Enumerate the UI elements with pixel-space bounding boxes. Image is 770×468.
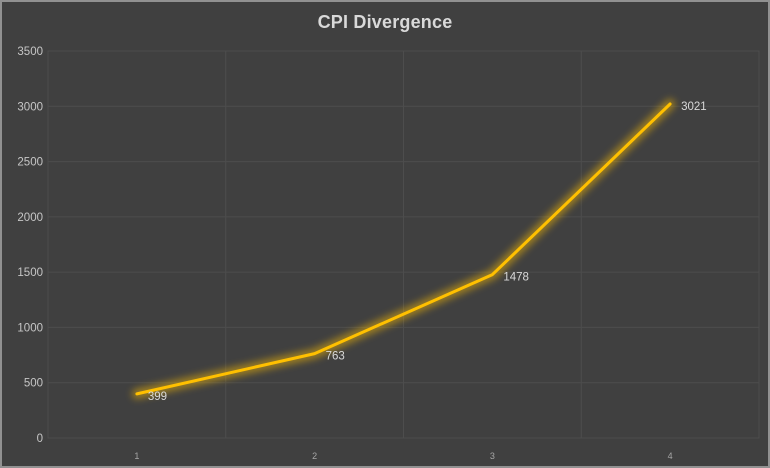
y-tick-label: 0 bbox=[37, 433, 43, 445]
x-tick-label: 1 bbox=[134, 451, 139, 461]
series-line bbox=[135, 102, 672, 396]
y-tick-label: 500 bbox=[24, 378, 43, 390]
data-labels: 399 763 1478 3021 bbox=[148, 101, 707, 403]
data-label: 399 bbox=[148, 391, 167, 403]
y-tick-label: 3500 bbox=[17, 46, 43, 58]
y-tick-label: 2000 bbox=[17, 212, 43, 224]
y-tick-label: 1500 bbox=[17, 267, 43, 279]
gridlines bbox=[47, 50, 760, 439]
y-tick-label: 3000 bbox=[17, 101, 43, 113]
x-tick-label: 4 bbox=[668, 451, 673, 461]
series bbox=[131, 99, 676, 399]
y-tick-label: 2500 bbox=[17, 157, 43, 169]
data-label: 3021 bbox=[681, 101, 707, 113]
y-tick-label: 1000 bbox=[17, 322, 43, 334]
chart-title: CPI Divergence bbox=[318, 12, 453, 32]
x-tick-label: 2 bbox=[312, 451, 317, 461]
data-label: 1478 bbox=[503, 272, 529, 284]
axis-labels: 0 500 1000 1500 2000 2500 3000 3500 1 2 3 4 bbox=[17, 46, 672, 461]
data-label: 763 bbox=[326, 351, 345, 363]
plot-area-border bbox=[47, 50, 760, 439]
x-tick-label: 3 bbox=[490, 451, 495, 461]
